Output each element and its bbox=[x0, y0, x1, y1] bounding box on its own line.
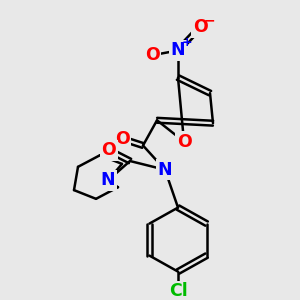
Text: −: − bbox=[203, 14, 215, 27]
Text: Cl: Cl bbox=[169, 282, 188, 300]
Text: N: N bbox=[171, 41, 185, 59]
Text: O: O bbox=[115, 130, 129, 148]
Text: O: O bbox=[102, 141, 116, 159]
Text: O: O bbox=[193, 18, 207, 36]
Text: +: + bbox=[182, 36, 192, 49]
Text: N: N bbox=[158, 161, 172, 179]
Text: O: O bbox=[145, 46, 159, 64]
Text: N: N bbox=[101, 171, 115, 189]
Text: O: O bbox=[177, 133, 191, 151]
